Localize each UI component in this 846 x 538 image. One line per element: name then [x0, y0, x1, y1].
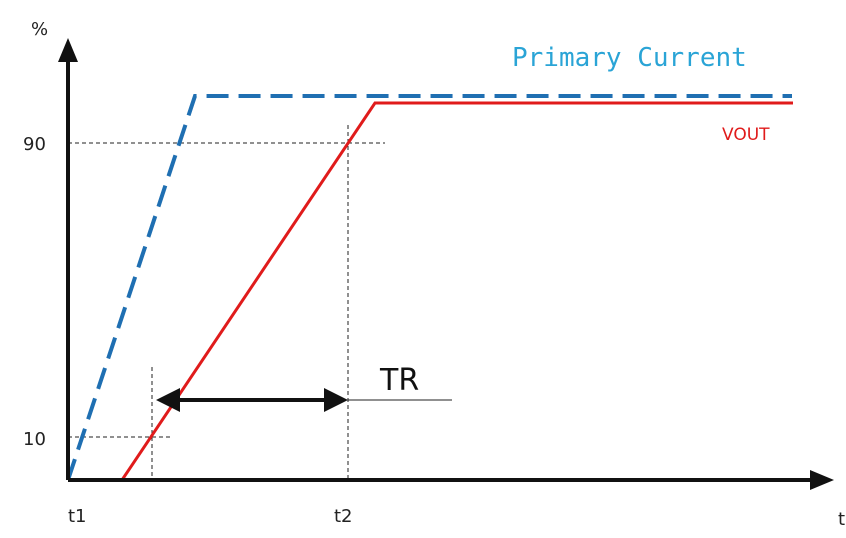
x-tick-t2: t2	[334, 506, 353, 527]
y-tick-90: 90	[23, 134, 46, 155]
primary-current-line	[66, 94, 792, 481]
y-axis-unit-label: %	[31, 19, 48, 40]
x-tick-t1: t1	[68, 506, 87, 527]
tr-arrow-left-head-icon	[156, 388, 180, 412]
tr-arrow	[156, 388, 348, 412]
axes	[58, 38, 834, 490]
vout-label: VOUT	[722, 125, 770, 145]
primary-current-label: Primary Current	[512, 43, 747, 73]
y-tick-10: 10	[23, 429, 46, 450]
y-axis-arrow-icon	[58, 38, 78, 62]
tr-label: TR	[379, 363, 419, 398]
x-axis-arrow-icon	[810, 470, 834, 490]
x-axis-unit-label: t	[838, 509, 845, 530]
tr-arrow-right-head-icon	[324, 388, 348, 412]
vout-line	[120, 101, 793, 481]
guide-lines	[68, 125, 385, 480]
